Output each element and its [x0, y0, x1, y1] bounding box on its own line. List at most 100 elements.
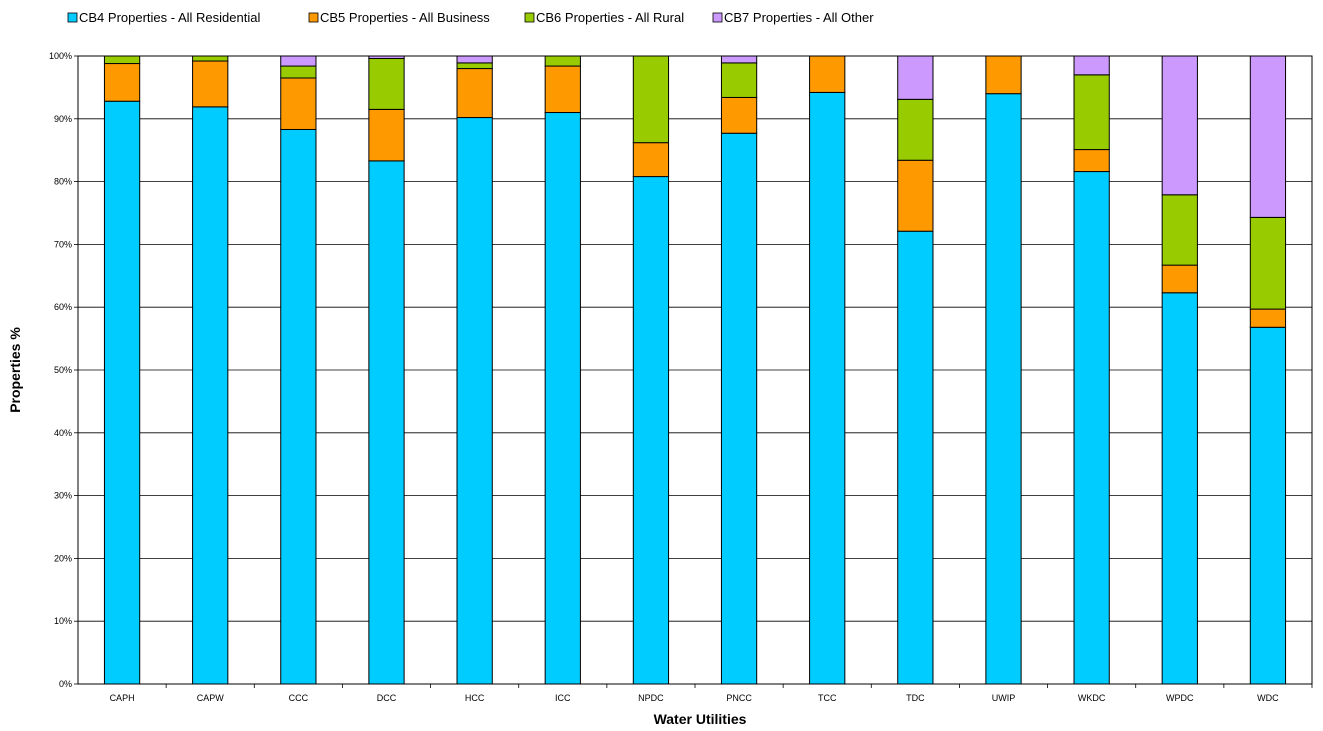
legend-item: CB4 Properties - All Residential	[67, 10, 260, 25]
x-tick-label: WKDC	[1078, 693, 1106, 703]
y-tick-label: 40%	[54, 428, 72, 438]
x-tick-label: CAPW	[197, 693, 225, 703]
bar-segment	[897, 55, 934, 100]
bar-segment	[1161, 292, 1198, 685]
bar-segment	[809, 91, 846, 685]
bar-stack-uwip	[985, 55, 1022, 685]
bar-segment	[280, 65, 317, 79]
x-tick-label: CAPH	[110, 693, 135, 703]
bar-stack-caph	[103, 55, 141, 685]
bar-segment	[544, 55, 581, 67]
x-tick-label: CCC	[289, 693, 309, 703]
legend-swatch	[524, 12, 535, 23]
y-tick-label: 10%	[54, 616, 72, 626]
bar-segment	[1073, 171, 1110, 685]
bar-stack-wpdc	[1161, 55, 1198, 685]
bar-segment	[720, 96, 758, 134]
bar-segment	[632, 142, 670, 178]
bar-segment	[192, 55, 229, 62]
y-tick-label: 80%	[54, 177, 72, 187]
bar-segment	[632, 176, 670, 685]
y-tick-label: 30%	[54, 491, 72, 501]
bar-stack-capw	[192, 55, 229, 685]
bar-segment	[544, 112, 581, 685]
legend-swatch	[67, 12, 78, 23]
bar-segment	[1249, 55, 1287, 218]
legend: CB4 Properties - All Residential CB5 Prop…	[67, 10, 874, 25]
bars	[103, 55, 1287, 685]
bar-segment	[456, 55, 493, 64]
x-tick-label: UWIP	[992, 693, 1016, 703]
bar-segment	[1249, 308, 1287, 328]
bar-stack-wkdc	[1073, 55, 1110, 685]
x-axis-title: Water Utilities	[654, 711, 747, 727]
bar-segment	[103, 100, 141, 685]
bar-stack-npdc	[632, 55, 670, 685]
bar-segment	[192, 60, 229, 108]
bar-stack-tcc	[809, 55, 846, 685]
bar-segment	[103, 55, 141, 65]
x-tick-label: TCC	[818, 693, 837, 703]
bar-stack-hcc	[456, 55, 493, 685]
y-tick-label: 100%	[49, 51, 72, 61]
bar-segment	[103, 63, 141, 102]
y-axis-title: Properties %	[7, 327, 23, 413]
x-tick-label: WPDC	[1166, 693, 1194, 703]
bar-segment	[1161, 194, 1198, 266]
bar-segment	[368, 58, 405, 110]
x-axis-ticks: CAPH CAPW CCC DCC HCC ICC NPDC PNCC TCC TDC UWIP WK…	[110, 684, 1313, 703]
bar-segment	[368, 108, 405, 162]
legend-item: CB7 Properties - All Other	[712, 10, 874, 25]
legend-label: CB5 Properties - All Business	[320, 10, 490, 25]
bar-segment	[1073, 74, 1110, 151]
x-tick-label: HCC	[465, 693, 485, 703]
legend-label: CB4 Properties - All Residential	[79, 10, 260, 25]
bar-stack-pncc	[720, 55, 758, 685]
bar-segment	[809, 55, 846, 93]
x-tick-label: ICC	[555, 693, 571, 703]
bar-segment	[720, 55, 758, 64]
bar-segment	[1161, 55, 1198, 196]
legend-swatch	[308, 12, 319, 23]
legend-swatch	[712, 12, 723, 23]
x-tick-label: NPDC	[638, 693, 664, 703]
bar-segment	[280, 77, 317, 130]
y-tick-label: 70%	[54, 239, 72, 249]
bar-segment	[280, 55, 317, 67]
bar-segment	[897, 98, 934, 161]
bar-stack-wdc	[1249, 55, 1287, 685]
bar-segment	[1161, 264, 1198, 294]
y-tick-label: 50%	[54, 365, 72, 375]
bar-segment	[456, 62, 493, 70]
bar-stack-dcc	[368, 55, 405, 685]
bar-segment	[985, 93, 1022, 685]
bar-segment	[632, 55, 670, 144]
legend-item: CB6 Properties - All Rural	[524, 10, 684, 25]
legend-label: CB6 Properties - All Rural	[536, 10, 684, 25]
bar-segment	[897, 159, 934, 232]
y-tick-label: 0%	[59, 679, 72, 689]
bar-stack-ccc	[280, 55, 317, 685]
bar-segment	[1073, 149, 1110, 173]
y-tick-label: 60%	[54, 302, 72, 312]
y-tick-label: 90%	[54, 114, 72, 124]
x-tick-label: TDC	[906, 693, 925, 703]
bar-segment	[192, 106, 229, 685]
y-tick-label: 20%	[54, 553, 72, 563]
bar-segment	[280, 128, 317, 685]
bar-stack-icc	[544, 55, 581, 685]
gridlines	[78, 55, 1312, 685]
bar-stack-tdc	[897, 55, 934, 685]
bar-segment	[1249, 326, 1287, 685]
x-tick-label: WDC	[1257, 693, 1279, 703]
bar-segment	[544, 65, 581, 114]
x-tick-label: PNCC	[726, 693, 752, 703]
bar-segment	[368, 160, 405, 685]
legend-label: CB7 Properties - All Other	[724, 10, 874, 25]
bar-segment	[720, 62, 758, 98]
bar-segment	[456, 117, 493, 685]
bar-segment	[985, 55, 1022, 95]
bar-segment	[456, 68, 493, 119]
